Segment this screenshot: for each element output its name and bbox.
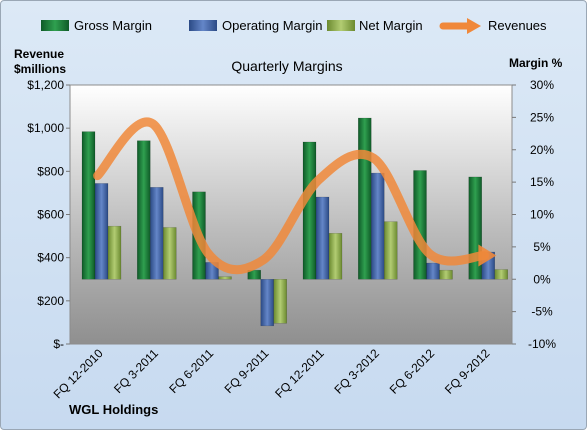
right-axis-title: Margin % <box>509 56 563 70</box>
net-margin-bar <box>163 227 176 279</box>
right-tick-label: 5% <box>533 240 551 254</box>
left-tick-label: $200 <box>37 294 64 308</box>
left-axis-title-line1: Revenue <box>14 47 64 61</box>
legend-swatch-operating-margin <box>189 20 217 31</box>
legend-swatch-revenues <box>443 18 481 34</box>
operating-margin-bar <box>371 173 384 279</box>
net-margin-bar <box>219 277 232 280</box>
left-tick-label: $600 <box>37 208 64 222</box>
net-margin-bar <box>274 279 287 323</box>
operating-margin-bar <box>150 187 163 279</box>
category-label: FQ 9-2012 <box>442 346 493 397</box>
left-tick-label: $1,200 <box>27 78 64 92</box>
left-axis-title-line2: $millions <box>14 62 66 76</box>
right-tick-label: 0% <box>533 272 551 286</box>
chart-title: Quarterly Margins <box>231 58 342 74</box>
left-tick-label: $800 <box>37 164 64 178</box>
net-margin-bar <box>329 233 342 279</box>
gross-margin-bar <box>82 132 95 280</box>
right-tick-label: 10% <box>530 208 554 222</box>
operating-margin-bar <box>261 279 274 326</box>
operating-margin-bar <box>95 183 108 279</box>
category-label: FQ 9-2011 <box>222 346 272 396</box>
gross-margin-bar <box>137 141 150 280</box>
category-label: FQ 3-2011 <box>111 346 161 396</box>
net-margin-bar <box>495 270 508 280</box>
net-margin-bar <box>108 226 121 279</box>
right-tick-label: -5% <box>531 305 553 319</box>
category-label: FQ 12-2011 <box>272 346 327 401</box>
operating-margin-bar <box>427 263 440 279</box>
legend-label-gross-margin: Gross Margin <box>74 18 152 33</box>
left-tick-label: $1,000 <box>27 121 64 135</box>
company-name: WGL Holdings <box>69 402 158 417</box>
legend-label-revenues: Revenues <box>488 18 547 33</box>
category-label: FQ 6-2011 <box>166 346 216 396</box>
gross-margin-bar <box>358 118 371 279</box>
category-label: FQ 3-2012 <box>332 346 383 397</box>
gross-margin-bar <box>303 142 316 279</box>
legend: Gross Margin Operating Margin Net Margin… <box>41 18 547 34</box>
operating-margin-bar <box>316 197 329 279</box>
legend-swatch-gross-margin <box>41 20 69 31</box>
net-margin-bar <box>440 270 453 279</box>
right-tick-label: 20% <box>530 143 554 157</box>
net-margin-bar <box>384 222 397 280</box>
left-tick-label: $400 <box>37 251 64 265</box>
right-tick-label: 15% <box>530 175 554 189</box>
category-label: FQ 12-2010 <box>51 346 106 401</box>
legend-swatch-net-margin <box>327 20 355 31</box>
right-tick-label: 30% <box>530 78 554 92</box>
legend-label-operating-margin: Operating Margin <box>222 18 322 33</box>
left-tick-label: $- <box>53 337 64 351</box>
right-tick-label: 25% <box>530 110 554 124</box>
right-tick-label: -10% <box>528 337 556 351</box>
legend-label-net-margin: Net Margin <box>359 18 423 33</box>
category-label: FQ 6-2012 <box>387 346 438 397</box>
